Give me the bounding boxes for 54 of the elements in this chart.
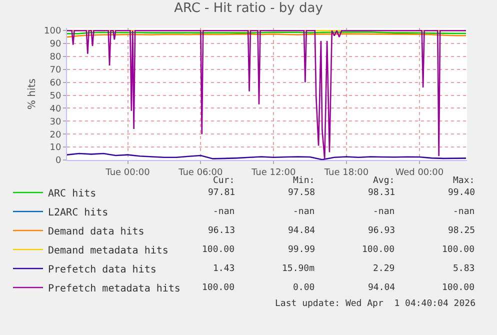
text: 1.43 bbox=[213, 264, 235, 274]
text: -nan bbox=[293, 207, 315, 217]
text: 2.29 bbox=[373, 264, 395, 274]
y-tick-label: 70 bbox=[50, 66, 62, 76]
text: Max: bbox=[453, 176, 475, 186]
text: -nan bbox=[373, 207, 395, 217]
text: Last update: Wed Apr 1 04:40:04 2026 bbox=[275, 299, 476, 309]
text: -nan bbox=[453, 207, 475, 217]
y-tick-label: 10 bbox=[50, 143, 62, 154]
legend-label: Demand data hits bbox=[48, 226, 144, 238]
line-series bbox=[67, 30, 467, 160]
x-tick-label: Tue 00:00 bbox=[104, 168, 150, 178]
text: 97.58 bbox=[288, 188, 316, 198]
y-tick-label: 90 bbox=[50, 40, 62, 50]
text: Cur: bbox=[213, 176, 235, 186]
text: 0.00 bbox=[293, 283, 315, 293]
y-tick-label: 60 bbox=[50, 78, 62, 88]
legend-label: Prefetch metadata hits bbox=[48, 283, 180, 294]
text: Min: bbox=[293, 176, 315, 186]
y-tick-label: 80 bbox=[50, 52, 62, 63]
text: 97.81 bbox=[208, 188, 236, 198]
text: 96.13 bbox=[208, 226, 236, 236]
text: 99.40 bbox=[448, 188, 476, 198]
legend-label: L2ARC hits bbox=[48, 207, 108, 218]
x-tick-label: Tue 18:00 bbox=[323, 168, 369, 178]
y-axis-title: % hits bbox=[27, 78, 38, 110]
text: 98.25 bbox=[448, 226, 476, 236]
text: 100.00 bbox=[442, 245, 475, 255]
text: 5.83 bbox=[453, 264, 475, 274]
text: 99.99 bbox=[288, 245, 316, 255]
text: 100.00 bbox=[202, 283, 235, 293]
y-tick-label: 50 bbox=[50, 91, 62, 102]
y-tick-label: 20 bbox=[50, 130, 62, 140]
text: 96.93 bbox=[368, 226, 396, 236]
y-tick-label: 30 bbox=[50, 117, 62, 128]
x-tick-label: Wed 00:00 bbox=[395, 168, 444, 178]
text: Avg: bbox=[373, 176, 395, 186]
legend-label: Prefetch data hits bbox=[48, 264, 156, 276]
legend-label: ARC hits bbox=[48, 188, 96, 200]
text: 94.04 bbox=[368, 283, 396, 293]
text: 100.00 bbox=[362, 245, 395, 255]
chart-title: ARC - Hit ratio - by day bbox=[174, 1, 324, 16]
y-tick-label: 0 bbox=[55, 156, 62, 166]
x-tick-label: Tue 06:00 bbox=[178, 168, 224, 178]
text: 100.00 bbox=[442, 283, 475, 293]
text: -nan bbox=[213, 207, 235, 217]
text: 98.31 bbox=[368, 188, 396, 198]
x-tick-label: Tue 12:00 bbox=[250, 168, 296, 178]
y-tick-label: 40 bbox=[50, 104, 62, 114]
legend-label: Demand metadata hits bbox=[48, 245, 168, 256]
y-tick-label: 100 bbox=[44, 26, 62, 37]
text: 100.00 bbox=[202, 245, 235, 255]
text: 94.84 bbox=[288, 226, 316, 236]
text: 15.90m bbox=[282, 264, 315, 274]
